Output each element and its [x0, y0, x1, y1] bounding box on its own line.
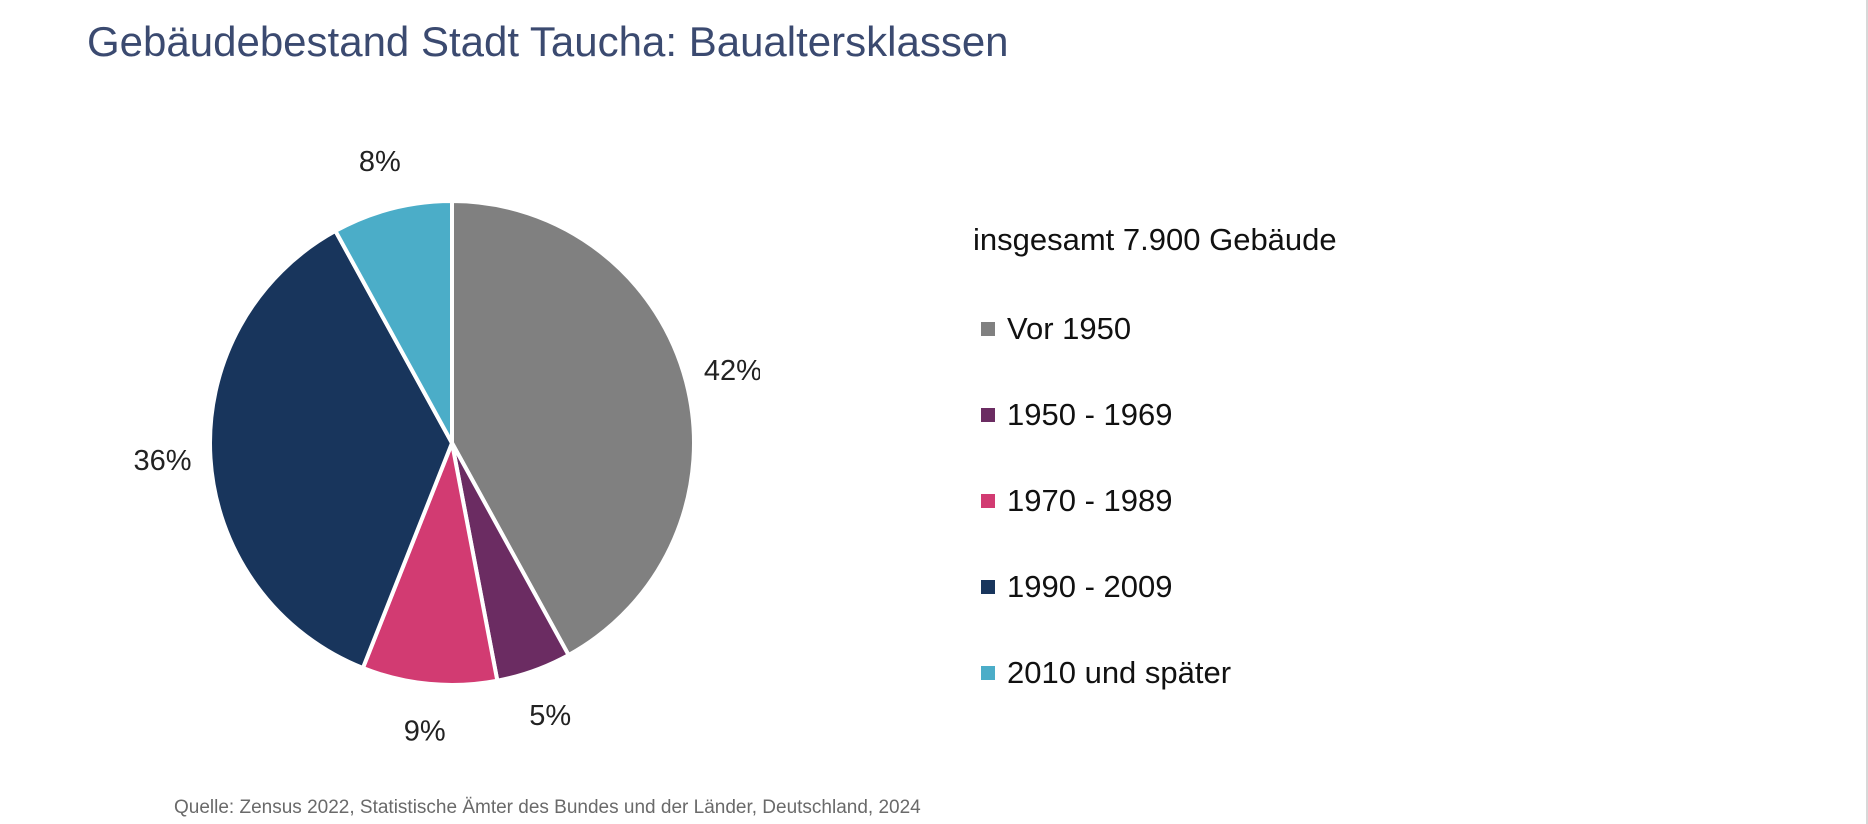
- legend-label: 2010 und später: [1007, 655, 1232, 690]
- slice-1970-1989: [360, 441, 500, 687]
- chart-legend: insgesamt 7.900 Gebäude Vor 1950 1950 - 1…: [973, 222, 1337, 716]
- legend-swatch: [981, 408, 995, 422]
- legend-swatch: [981, 666, 995, 680]
- legend-item-1970-1989: 1970 - 1989: [973, 458, 1337, 544]
- legend-item-vor-1950: Vor 1950: [973, 286, 1337, 372]
- label-1970-1989: 9%: [404, 716, 446, 748]
- legend-swatch: [981, 322, 995, 336]
- label-1950-1969: 5%: [529, 700, 571, 732]
- slice-1990-2009: [208, 228, 454, 671]
- slice-2010-und-spaeter: [333, 199, 454, 445]
- legend-item-2010-und-spaeter: 2010 und später: [973, 630, 1337, 716]
- legend-label: 1950 - 1969: [1007, 397, 1173, 432]
- scrollbar-edge[interactable]: [1866, 0, 1868, 824]
- legend-title: insgesamt 7.900 Gebäude: [973, 222, 1337, 257]
- legend-swatch: [981, 494, 995, 508]
- legend-swatch: [981, 580, 995, 594]
- legend-label: Vor 1950: [1007, 311, 1132, 346]
- legend-item-1990-2009: 1990 - 2009: [973, 544, 1337, 630]
- legend-item-1950-1969: 1950 - 1969: [973, 372, 1337, 458]
- pie-chart-svg: 42% 5% 9% 36% 8%: [134, 146, 762, 748]
- legend-label: 1990 - 2009: [1007, 569, 1173, 604]
- source-note: Quelle: Zensus 2022, Statistische Ämter …: [174, 797, 921, 818]
- label-vor-1950: 42%: [704, 355, 760, 387]
- pie-chart: 42% 5% 9% 36% 8%: [0, 0, 762, 765]
- legend-label: 1970 - 1989: [1007, 483, 1173, 518]
- legend-items: Vor 1950 1950 - 1969 1970 - 1989 1990 - 200…: [973, 286, 1337, 716]
- label-1990-2009: 36%: [134, 445, 192, 477]
- label-2010-und-spaeter: 8%: [359, 146, 401, 178]
- page-title: Gebäudebestand Stadt Taucha: Baualterskl…: [87, 18, 1009, 65]
- slice-vor-1950: [450, 199, 696, 658]
